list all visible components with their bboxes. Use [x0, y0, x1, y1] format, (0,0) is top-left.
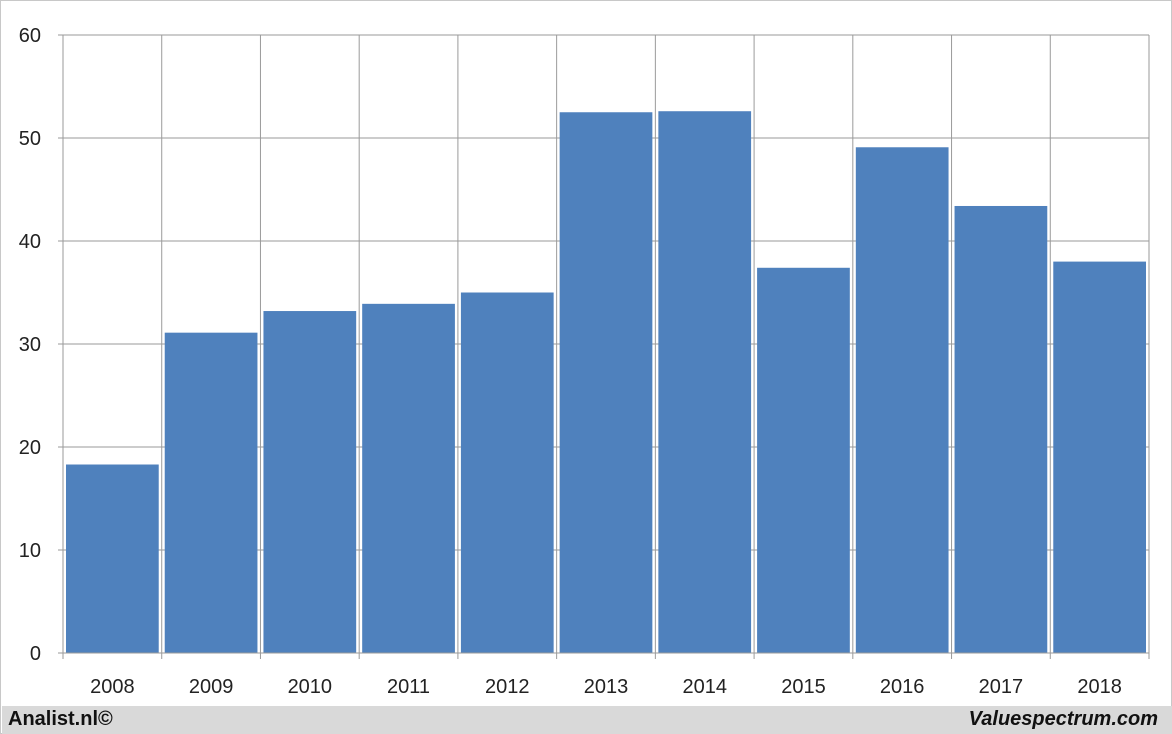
x-tick-label: 2008 [90, 676, 135, 698]
x-tick-labels: 2008 2009 2010 2011 2012 2013 2014 2015 2016 2017… [90, 676, 1122, 698]
bar-2016 [855, 147, 949, 653]
x-tick-label: 2016 [880, 676, 925, 698]
x-tick-label: 2015 [781, 676, 826, 698]
bar-2014 [658, 111, 752, 654]
bar-2017 [954, 205, 1048, 654]
y-tick-label: 40 [19, 231, 41, 253]
y-tick-label: 30 [19, 334, 41, 356]
y-tick-label: 10 [19, 540, 41, 562]
source-label: Analist.nl© [8, 708, 113, 730]
x-tick-label: 2013 [584, 676, 629, 698]
bar-2011 [362, 303, 455, 653]
x-tick-label: 2010 [288, 676, 333, 698]
bar-2018 [1053, 261, 1146, 653]
x-tick-label: 2017 [979, 676, 1024, 698]
y-tick-label: 20 [19, 437, 41, 459]
x-tick-label: 2014 [682, 676, 727, 698]
y-tick-label: 50 [19, 128, 41, 150]
bar-2010 [263, 311, 357, 653]
credit-label: Valuespectrum.com [968, 708, 1158, 730]
bar-2009 [164, 332, 258, 653]
x-tick-label: 2011 [387, 676, 430, 698]
x-tick-label: 2018 [1077, 676, 1122, 698]
bar-2008 [66, 464, 159, 653]
bar-2015 [757, 267, 850, 653]
bar-2013 [559, 112, 653, 653]
x-tick-label: 2012 [485, 676, 530, 698]
bars [66, 111, 1146, 654]
y-tick-label: 60 [19, 25, 41, 47]
footer-bar: Analist.nl© Valuespectrum.com [2, 706, 1172, 734]
x-tick-label: 2009 [189, 676, 234, 698]
axes [58, 34, 1149, 654]
bar-2012 [460, 292, 554, 653]
y-tick-labels: 0 10 20 30 40 50 60 [19, 25, 41, 665]
y-tick-label: 0 [30, 643, 41, 665]
